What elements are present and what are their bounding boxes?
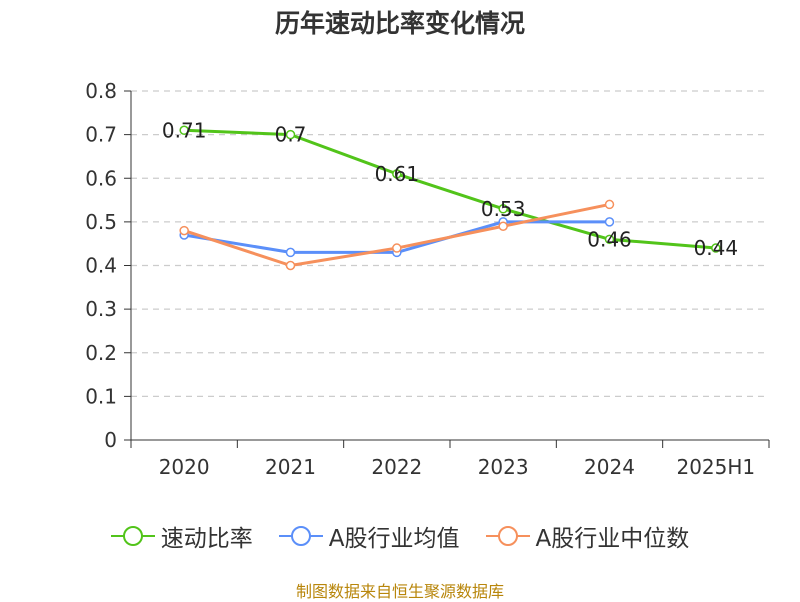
y-tick-label: 0.1 xyxy=(85,384,117,408)
data-point xyxy=(498,221,508,231)
data-point xyxy=(604,217,615,227)
chart-legend: 速动比率 A股行业均值 A股行业中位数 xyxy=(0,518,800,554)
legend-label: A股行业均值 xyxy=(328,526,460,552)
y-tick-label: 0 xyxy=(104,428,117,452)
data-point xyxy=(179,225,189,236)
y-tick-label: 0.6 xyxy=(85,166,117,190)
data-point xyxy=(285,260,296,271)
data-point xyxy=(392,243,402,253)
legend-label: 速动比率 xyxy=(160,526,253,552)
data-label: 0.46 xyxy=(587,227,632,251)
data-point xyxy=(285,247,296,258)
data-label: 0.7 xyxy=(275,123,307,147)
x-tick-label: 2025H1 xyxy=(676,455,755,479)
data-label: 0.61 xyxy=(375,162,420,186)
data-point xyxy=(604,199,615,210)
legend-item-industry-mean[interactable]: A股行业均值 xyxy=(278,519,460,553)
data-point xyxy=(711,243,721,253)
legend-item-industry-median[interactable]: A股行业中位数 xyxy=(485,519,690,553)
legend-label: A股行业中位数 xyxy=(535,526,690,552)
y-tick-label: 0.3 xyxy=(85,297,117,321)
legend-marker-quick-ratio xyxy=(110,526,155,546)
chart-title: 历年速动比率变化情况 xyxy=(274,9,525,38)
y-tick-label: 0.7 xyxy=(85,123,117,147)
y-tick-label: 0.2 xyxy=(85,341,117,365)
data-point xyxy=(604,234,615,245)
y-tick-label: 0.4 xyxy=(85,254,117,278)
data-label: 0.44 xyxy=(694,236,739,260)
x-tick-label: 2020 xyxy=(159,455,210,479)
data-point xyxy=(392,169,402,179)
x-tick-label: 2024 xyxy=(584,455,635,479)
y-tick-label: 0.5 xyxy=(85,210,117,234)
y-tick-label: 0.8 xyxy=(85,79,117,103)
x-tick-label: 2022 xyxy=(371,455,422,479)
legend-marker-industry-mean xyxy=(278,526,323,546)
data-label: 0.71 xyxy=(162,118,207,142)
x-tick-label: 2023 xyxy=(478,455,529,479)
data-point xyxy=(285,129,296,140)
series-line-0 xyxy=(184,128,716,250)
legend-marker-industry-median xyxy=(485,526,530,546)
data-point xyxy=(498,204,508,214)
data-label: 0.53 xyxy=(481,197,526,221)
data-point xyxy=(179,125,189,136)
data-source-note: 制图数据来自恒生聚源数据库 xyxy=(295,582,504,601)
legend-item-quick-ratio[interactable]: 速动比率 xyxy=(110,519,253,553)
x-tick-label: 2021 xyxy=(265,455,316,479)
